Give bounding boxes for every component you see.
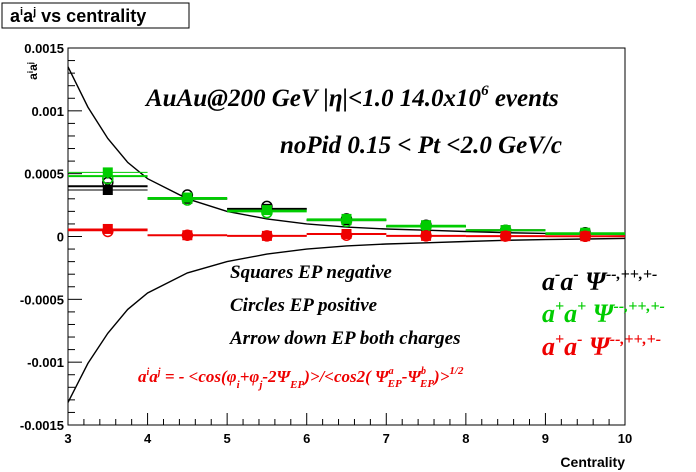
x-axis-label: Centrality <box>560 454 625 470</box>
legend-entry-minus-minus: a-a- Ψ--,++,+- <box>542 266 657 296</box>
arrow-marker <box>183 194 192 202</box>
axes: 3 4 5 6 7 8 9 10 -0.0015 -0.001 -0.0005 0 0.0005 0.00… <box>20 41 632 446</box>
x-tick-label: 10 <box>618 431 632 446</box>
arrow-marker <box>342 216 351 224</box>
title-box <box>1 2 190 29</box>
data-marks <box>68 167 625 242</box>
arrow-marker <box>581 232 590 240</box>
x-tick-label: 7 <box>383 431 390 446</box>
square-marker <box>102 185 113 196</box>
legend: a-a- Ψ--,++,+- a+a+ Ψ--,++,+- a+a- Ψ--,+… <box>542 266 665 361</box>
envelope-upper <box>67 66 626 236</box>
y-tick-label: 0.0015 <box>24 41 64 56</box>
y-tick-label: 0.0005 <box>24 167 64 182</box>
y-tick-label: -0.0015 <box>20 418 64 433</box>
arrow-marker <box>501 232 510 240</box>
x-tick-label: 8 <box>462 431 469 446</box>
annotation-cuts: noPid 0.15 < Pt <2.0 GeV/c <box>280 132 562 159</box>
annotation-arrows: Arrow down EP both charges <box>229 328 461 349</box>
x-tick-label: 4 <box>144 431 152 446</box>
arrow-marker <box>501 226 510 234</box>
arrow-marker <box>183 231 192 239</box>
arrow-marker <box>422 231 431 239</box>
x-tick-label: 3 <box>64 431 71 446</box>
arrow-marker <box>342 229 351 237</box>
y-tick-label: -0.001 <box>27 355 64 370</box>
envelope-lower <box>67 237 626 403</box>
y-tick-label: 0.001 <box>31 104 64 119</box>
annotation-dataset: AuAu@200 GeV |η|<1.0 14.0x106 events <box>144 83 559 112</box>
chart-title: aiaj vs centrality <box>10 6 146 26</box>
x-tick-label: 5 <box>224 431 231 446</box>
series-group <box>68 223 625 242</box>
legend-entry-plus-minus: a+a- Ψ--,++,+- <box>542 331 661 361</box>
envelope-curves <box>67 66 626 403</box>
annotation-formula: aiaj = - <cos(φi+φj-2ΨEP)>/<cos2( Ψa EP-Ψ… <box>138 365 464 391</box>
annotation-circles: Circles EP positive <box>230 295 378 316</box>
arrow-marker <box>103 172 112 180</box>
x-tick-label: 9 <box>542 431 549 446</box>
arrow-marker <box>422 222 431 230</box>
arrow-marker <box>262 231 271 239</box>
y-tick-label: -0.0005 <box>20 292 64 307</box>
series-group <box>68 167 625 240</box>
arrow-marker <box>262 207 271 215</box>
x-tick-label: 6 <box>303 431 310 446</box>
arrow-marker <box>103 226 112 234</box>
legend-entry-plus-plus: a+a+ Ψ--,++,+- <box>542 298 665 328</box>
y-axis-label: aiaj <box>26 62 40 80</box>
y-tick-label: 0 <box>57 230 64 245</box>
annotation-squares: Squares EP negative <box>230 262 392 283</box>
